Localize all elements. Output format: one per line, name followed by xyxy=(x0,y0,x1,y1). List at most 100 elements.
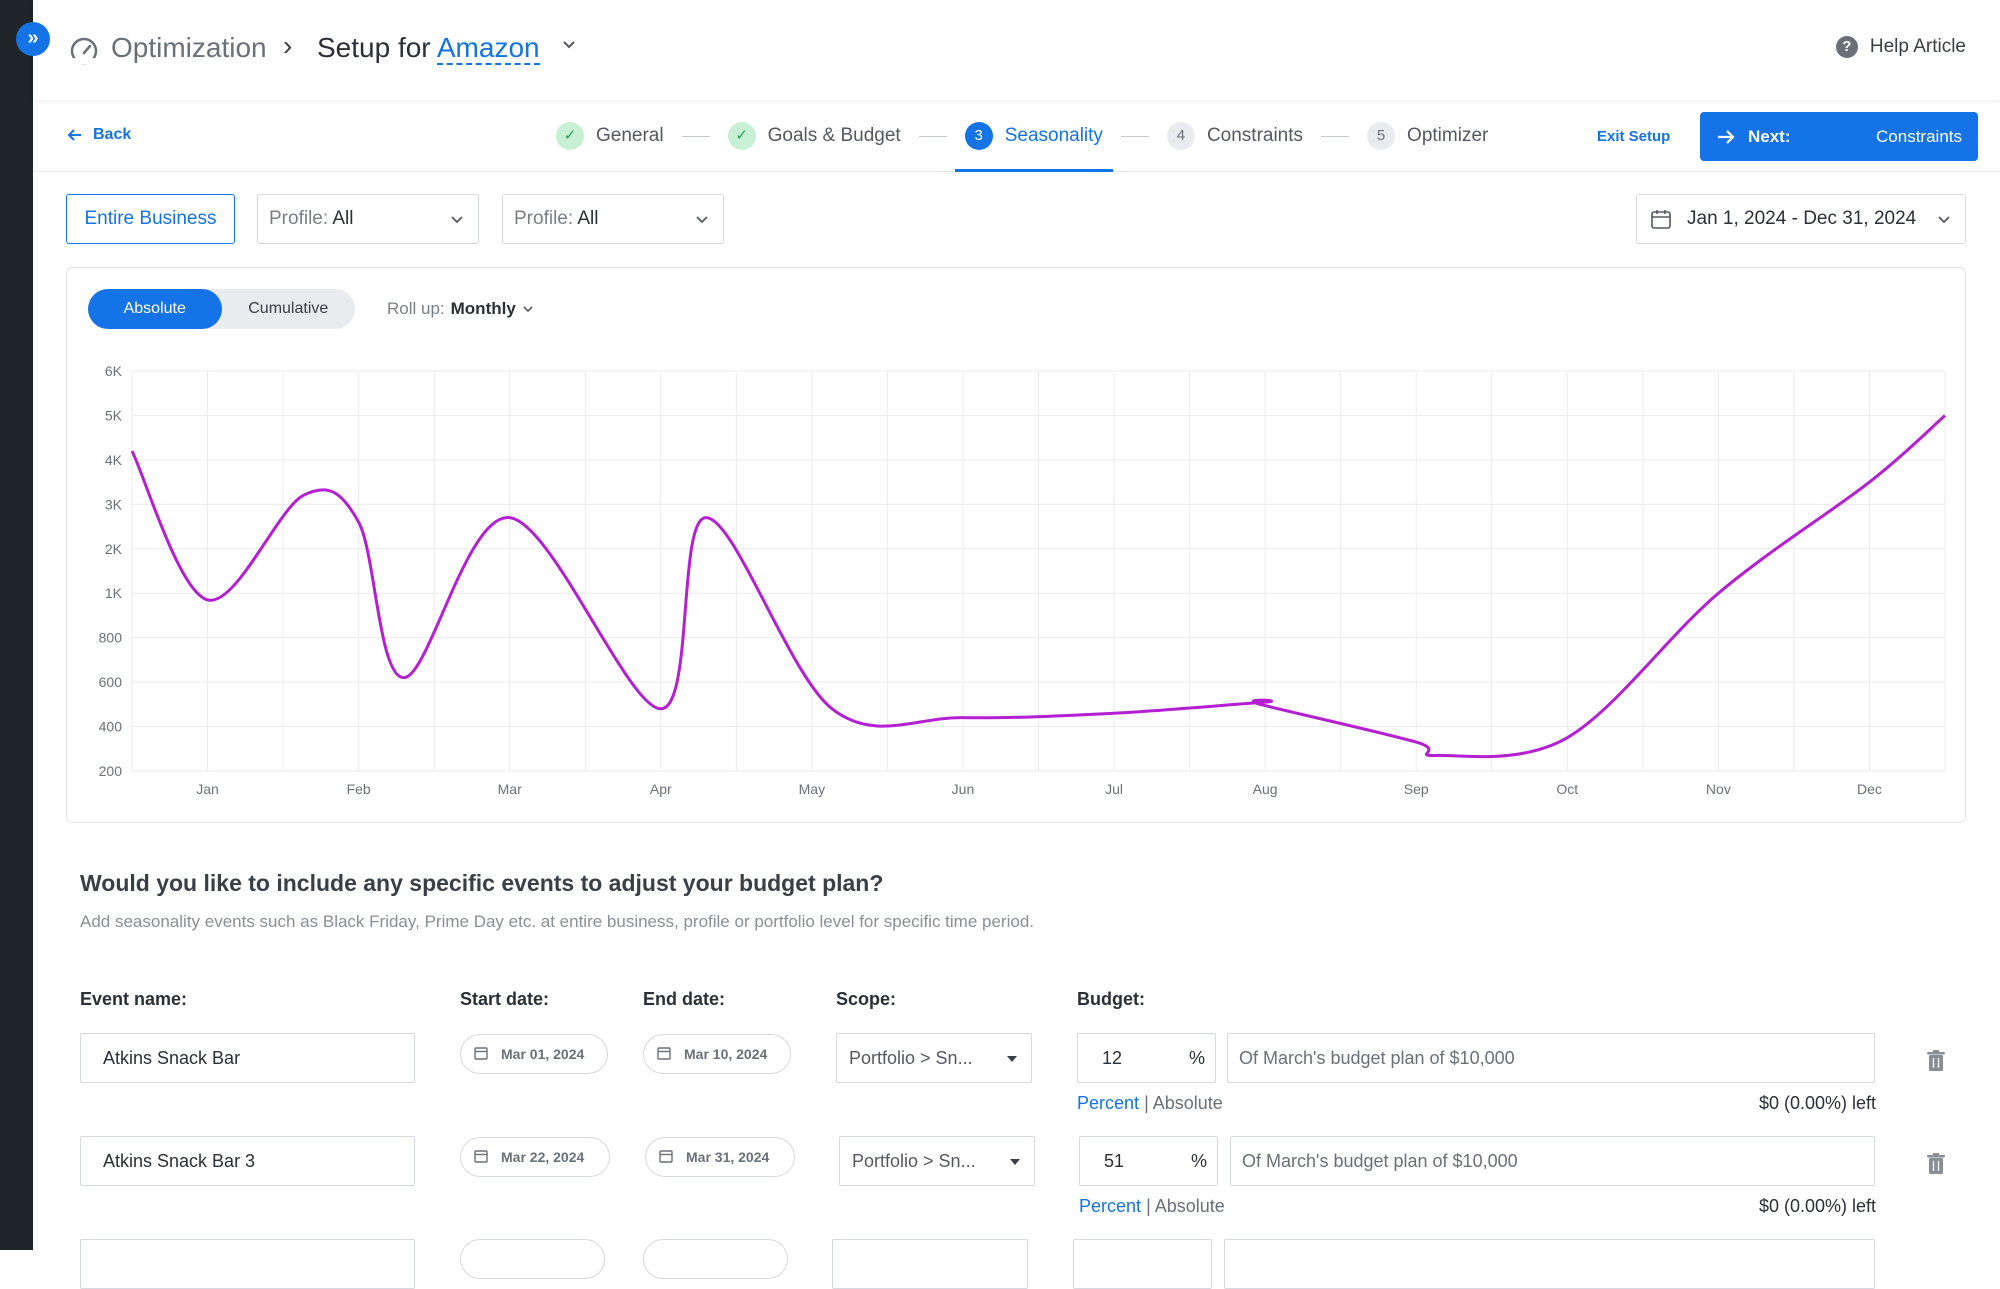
x-tick-label: Aug xyxy=(1253,781,1278,797)
chevron-down-icon xyxy=(451,216,463,224)
chevron-right-icon: › xyxy=(283,30,293,61)
step-label: Optimizer xyxy=(1407,125,1489,146)
cumulative-toggle[interactable]: Cumulative xyxy=(248,300,329,317)
step-divider xyxy=(1321,135,1350,137)
x-tick-label: Dec xyxy=(1857,781,1882,797)
start-date-value: Mar 01, 2024 xyxy=(501,1046,585,1062)
profile-select-2[interactable]: Profile: All xyxy=(502,194,724,244)
breadcrumb-optimization[interactable]: Optimization xyxy=(111,32,267,63)
calendar-icon xyxy=(1651,210,1671,229)
scope-select[interactable]: Portfolio > Sn... xyxy=(836,1033,1032,1083)
start-date-picker[interactable]: Mar 01, 2024 xyxy=(460,1034,608,1074)
arrow-left-icon xyxy=(67,129,81,141)
y-tick-label: 2K xyxy=(105,541,123,557)
budget-mode-toggle: Percent | Absolute xyxy=(1079,1196,1225,1217)
chevron-down-icon xyxy=(696,216,708,224)
mode-separator: | xyxy=(1146,1196,1151,1216)
step-seasonality[interactable]: 3 Seasonality xyxy=(954,100,1114,172)
event-name-input[interactable]: Atkins Snack Bar 3 xyxy=(80,1136,415,1186)
gauge-icon xyxy=(70,37,98,65)
mode-separator: | xyxy=(1144,1093,1149,1113)
x-tick-label: May xyxy=(799,781,825,797)
absolute-toggle[interactable]: Absolute xyxy=(88,289,222,329)
step-general[interactable]: ✓ General xyxy=(556,100,664,172)
event-name-input[interactable] xyxy=(80,1239,415,1289)
trash-icon[interactable] xyxy=(1926,1050,1946,1072)
y-tick-label: 800 xyxy=(99,630,123,646)
help-article-link[interactable]: ? Help Article xyxy=(1835,36,1966,58)
calendar-icon xyxy=(474,1047,488,1060)
budget-note: Of March's budget plan of $10,000 xyxy=(1227,1033,1875,1083)
end-date-value: Mar 31, 2024 xyxy=(686,1149,770,1165)
back-label: Back xyxy=(93,126,132,143)
x-tick-label: Jun xyxy=(952,781,975,797)
budget-left: $0 (0.00%) left xyxy=(1758,1093,1876,1113)
step-optimizer[interactable]: 5 Optimizer xyxy=(1367,100,1488,172)
profile-value: All xyxy=(577,208,599,229)
calendar-icon xyxy=(659,1150,673,1163)
back-button[interactable]: Back xyxy=(67,126,131,144)
view-toggle: Absolute Cumulative xyxy=(88,289,355,329)
absolute-option[interactable]: Absolute xyxy=(1154,1196,1225,1216)
y-tick-label: 600 xyxy=(99,674,123,690)
step-constraints[interactable]: 4 Constraints xyxy=(1166,100,1303,172)
end-date-picker[interactable]: Mar 10, 2024 xyxy=(643,1034,791,1074)
marketplace-link[interactable]: Amazon xyxy=(436,32,540,65)
scope-value: Portfolio > Sn... xyxy=(852,1151,976,1171)
profile-key: Profile: xyxy=(514,208,574,229)
page-title-prefix: Setup for xyxy=(317,32,431,63)
y-tick-label: 200 xyxy=(99,763,123,779)
seasonality-chart: 200 400 600 800 1K 2K 3K 4K 5K 6K Jan Feb Mar Apr May J… xyxy=(99,363,1946,797)
y-tick-label: 400 xyxy=(99,719,123,735)
budget-value-input[interactable]: 12 % xyxy=(1077,1033,1216,1083)
entire-business-button[interactable]: Entire Business xyxy=(66,194,235,244)
chevron-down-icon xyxy=(1938,216,1950,224)
percent-option[interactable]: Percent xyxy=(1077,1093,1140,1113)
step-divider xyxy=(918,135,947,137)
next-button[interactable]: Next: Constraints xyxy=(1700,112,1978,161)
x-tick-label: Oct xyxy=(1556,781,1578,797)
profile-select-1[interactable]: Profile: All xyxy=(257,194,479,244)
scope-select[interactable] xyxy=(832,1239,1028,1289)
step-goals-budget[interactable]: ✓ Goals & Budget xyxy=(727,100,901,172)
events-title: Would you like to include any specific e… xyxy=(80,870,884,896)
y-tick-label: 4K xyxy=(105,452,123,468)
header-start-date: Start date: xyxy=(460,989,550,1009)
budget-note: Of March's budget plan of $10,000 xyxy=(1230,1136,1875,1186)
trash-icon[interactable] xyxy=(1926,1153,1946,1175)
exit-setup-link[interactable]: Exit Setup xyxy=(1597,128,1671,145)
scope-select[interactable]: Portfolio > Sn... xyxy=(839,1136,1035,1186)
x-tick-label: Jan xyxy=(196,781,219,797)
top-bar: Optimization › Setup for Amazon ? Help A… xyxy=(33,0,2000,100)
steps: ✓ General ✓ Goals & Budget 3 Seasonality… xyxy=(556,100,1488,172)
scope-value: Portfolio > Sn... xyxy=(849,1048,973,1068)
expand-sidebar-icon[interactable]: » xyxy=(16,22,50,56)
next-label: Next: xyxy=(1748,126,1791,146)
next-target: Constraints xyxy=(1876,126,1962,146)
page-title: Setup for Amazon xyxy=(317,32,540,65)
budget-value-input[interactable] xyxy=(1073,1239,1212,1289)
help-icon: ? xyxy=(1835,36,1858,58)
budget-left: $0 (0.00%) left xyxy=(1758,1196,1876,1216)
start-date-picker[interactable] xyxy=(460,1239,605,1279)
help-label: Help Article xyxy=(1869,36,1966,57)
calendar-icon xyxy=(657,1047,671,1060)
date-range-value: Jan 1, 2024 - Dec 31, 2024 xyxy=(1687,208,1917,229)
chevron-down-icon[interactable] xyxy=(561,36,577,52)
budget-mode-toggle: Percent | Absolute xyxy=(1077,1093,1223,1114)
arrow-right-icon xyxy=(1718,129,1735,144)
event-name-input[interactable]: Atkins Snack Bar xyxy=(80,1033,415,1083)
budget-value-input[interactable]: 51 % xyxy=(1079,1136,1218,1186)
chevron-down-icon xyxy=(523,306,533,313)
rollup-select[interactable]: Roll up: Monthly xyxy=(387,299,534,319)
profile-value: All xyxy=(332,208,354,229)
start-date-picker[interactable]: Mar 22, 2024 xyxy=(460,1137,610,1177)
date-range-picker[interactable]: Jan 1, 2024 - Dec 31, 2024 xyxy=(1636,194,1966,244)
budget-unit: % xyxy=(1188,1048,1205,1068)
percent-option[interactable]: Percent xyxy=(1079,1196,1142,1216)
stepper-bar: Back ✓ General ✓ Goals & Budget 3 Season… xyxy=(33,100,2000,172)
end-date-picker[interactable]: Mar 31, 2024 xyxy=(645,1137,795,1177)
step-label: Seasonality xyxy=(1004,125,1103,146)
end-date-picker[interactable] xyxy=(643,1239,788,1279)
absolute-option[interactable]: Absolute xyxy=(1152,1093,1223,1113)
